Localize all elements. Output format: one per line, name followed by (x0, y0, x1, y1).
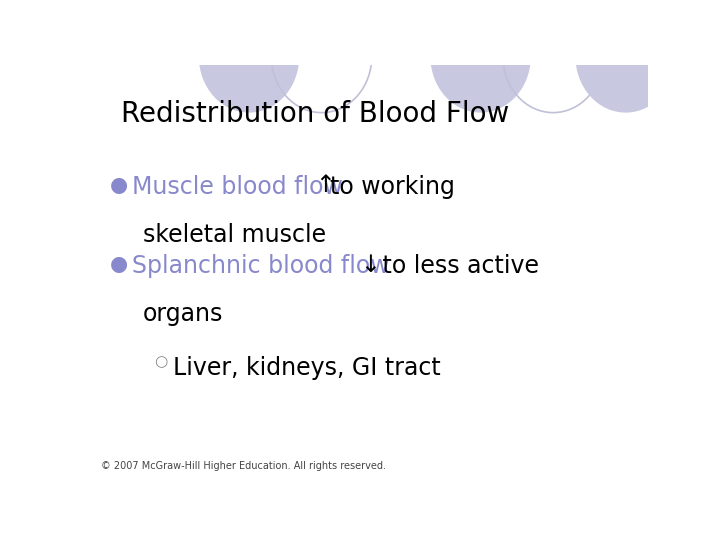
Text: to less active: to less active (374, 254, 539, 278)
Text: ●: ● (109, 254, 127, 274)
Text: ○: ○ (154, 354, 168, 369)
Text: Redistribution of Blood Flow: Redistribution of Blood Flow (121, 100, 509, 128)
Text: ↓: ↓ (361, 253, 380, 276)
Ellipse shape (575, 1, 676, 113)
Text: Muscle blood flow: Muscle blood flow (132, 175, 343, 199)
Text: ↑: ↑ (315, 173, 335, 197)
Text: ●: ● (109, 175, 127, 195)
Text: Splanchnic blood flow: Splanchnic blood flow (132, 254, 390, 278)
Text: Liver, kidneys, GI tract: Liver, kidneys, GI tract (173, 356, 441, 380)
Text: © 2007 McGraw-Hill Higher Education. All rights reserved.: © 2007 McGraw-Hill Higher Education. All… (101, 462, 386, 471)
Text: organs: organs (143, 302, 223, 326)
Ellipse shape (199, 1, 300, 113)
Text: to working: to working (330, 175, 455, 199)
Ellipse shape (431, 1, 531, 113)
Text: skeletal muscle: skeletal muscle (143, 223, 326, 247)
